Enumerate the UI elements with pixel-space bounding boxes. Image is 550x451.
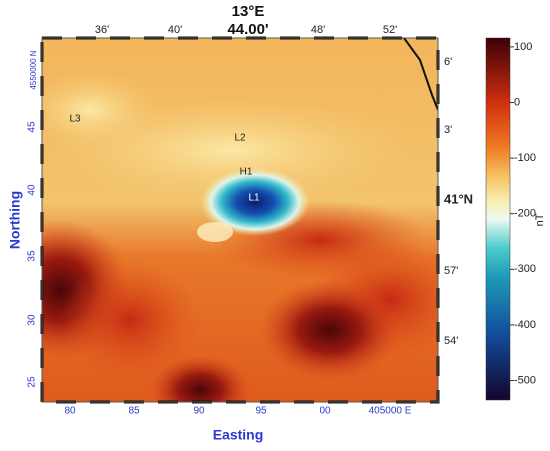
anomaly-l1 bbox=[200, 168, 310, 236]
y-axis-label: Northing bbox=[7, 191, 23, 249]
top-tick-label: 48' bbox=[311, 24, 325, 36]
colorbar-tick-label: -400 bbox=[514, 319, 536, 331]
top-tick-label: 52' bbox=[383, 24, 397, 36]
right-tick-label: 3' bbox=[444, 124, 452, 136]
map-frame bbox=[41, 37, 439, 403]
contour bbox=[197, 222, 233, 242]
colorbar-tick-label: -500 bbox=[514, 374, 536, 386]
left-tick-label: 25 bbox=[27, 376, 38, 388]
longitude-title: 13°E bbox=[232, 3, 265, 20]
colorbar bbox=[485, 37, 511, 401]
coastline bbox=[403, 38, 438, 111]
colorbar-tick-label: -100 bbox=[514, 152, 536, 164]
right-tick-label: 41°N bbox=[444, 191, 473, 206]
anomaly-label: L3 bbox=[69, 114, 81, 125]
bottom-tick-label: 00 bbox=[319, 406, 331, 417]
anomaly-label: L2 bbox=[234, 133, 246, 144]
left-tick-label: 45 bbox=[27, 121, 38, 133]
anomaly-label: L1 bbox=[248, 193, 260, 204]
contour bbox=[260, 280, 400, 380]
anomaly-label: H1 bbox=[240, 167, 253, 178]
colorbar-tick-label: 100 bbox=[514, 41, 532, 53]
contour bbox=[150, 355, 250, 402]
left-tick-label: 35 bbox=[27, 250, 38, 262]
top-tick-label: 36' bbox=[95, 24, 109, 36]
left-tick-label: 40 bbox=[27, 184, 38, 196]
right-tick-label: 57' bbox=[444, 265, 458, 277]
x-axis-label: Easting bbox=[213, 427, 264, 443]
top-tick-label: 40' bbox=[168, 24, 182, 36]
left-tick-label: 30 bbox=[27, 314, 38, 326]
bottom-tick-label: 85 bbox=[128, 406, 140, 417]
bottom-tick-label: 90 bbox=[193, 406, 205, 417]
left-corner-label: 4550000 N bbox=[29, 50, 38, 89]
colorbar-tick-label: -200 bbox=[514, 208, 536, 220]
longitude-subtitle: 44.00' bbox=[227, 21, 268, 38]
bottom-tick-label: 80 bbox=[64, 406, 76, 417]
bottom-tick-label: 95 bbox=[255, 406, 267, 417]
contour bbox=[60, 260, 200, 380]
right-tick-label: 6' bbox=[444, 56, 452, 68]
colorbar-label: nT bbox=[534, 213, 546, 226]
right-tick-label: 54' bbox=[444, 335, 458, 347]
colorbar-tick-label: 0 bbox=[514, 96, 520, 108]
magnetic-field-map bbox=[42, 38, 438, 402]
contour bbox=[42, 70, 160, 150]
bottom-tick-label: 405000 E bbox=[369, 406, 412, 417]
colorbar-tick-label: -300 bbox=[514, 263, 536, 275]
